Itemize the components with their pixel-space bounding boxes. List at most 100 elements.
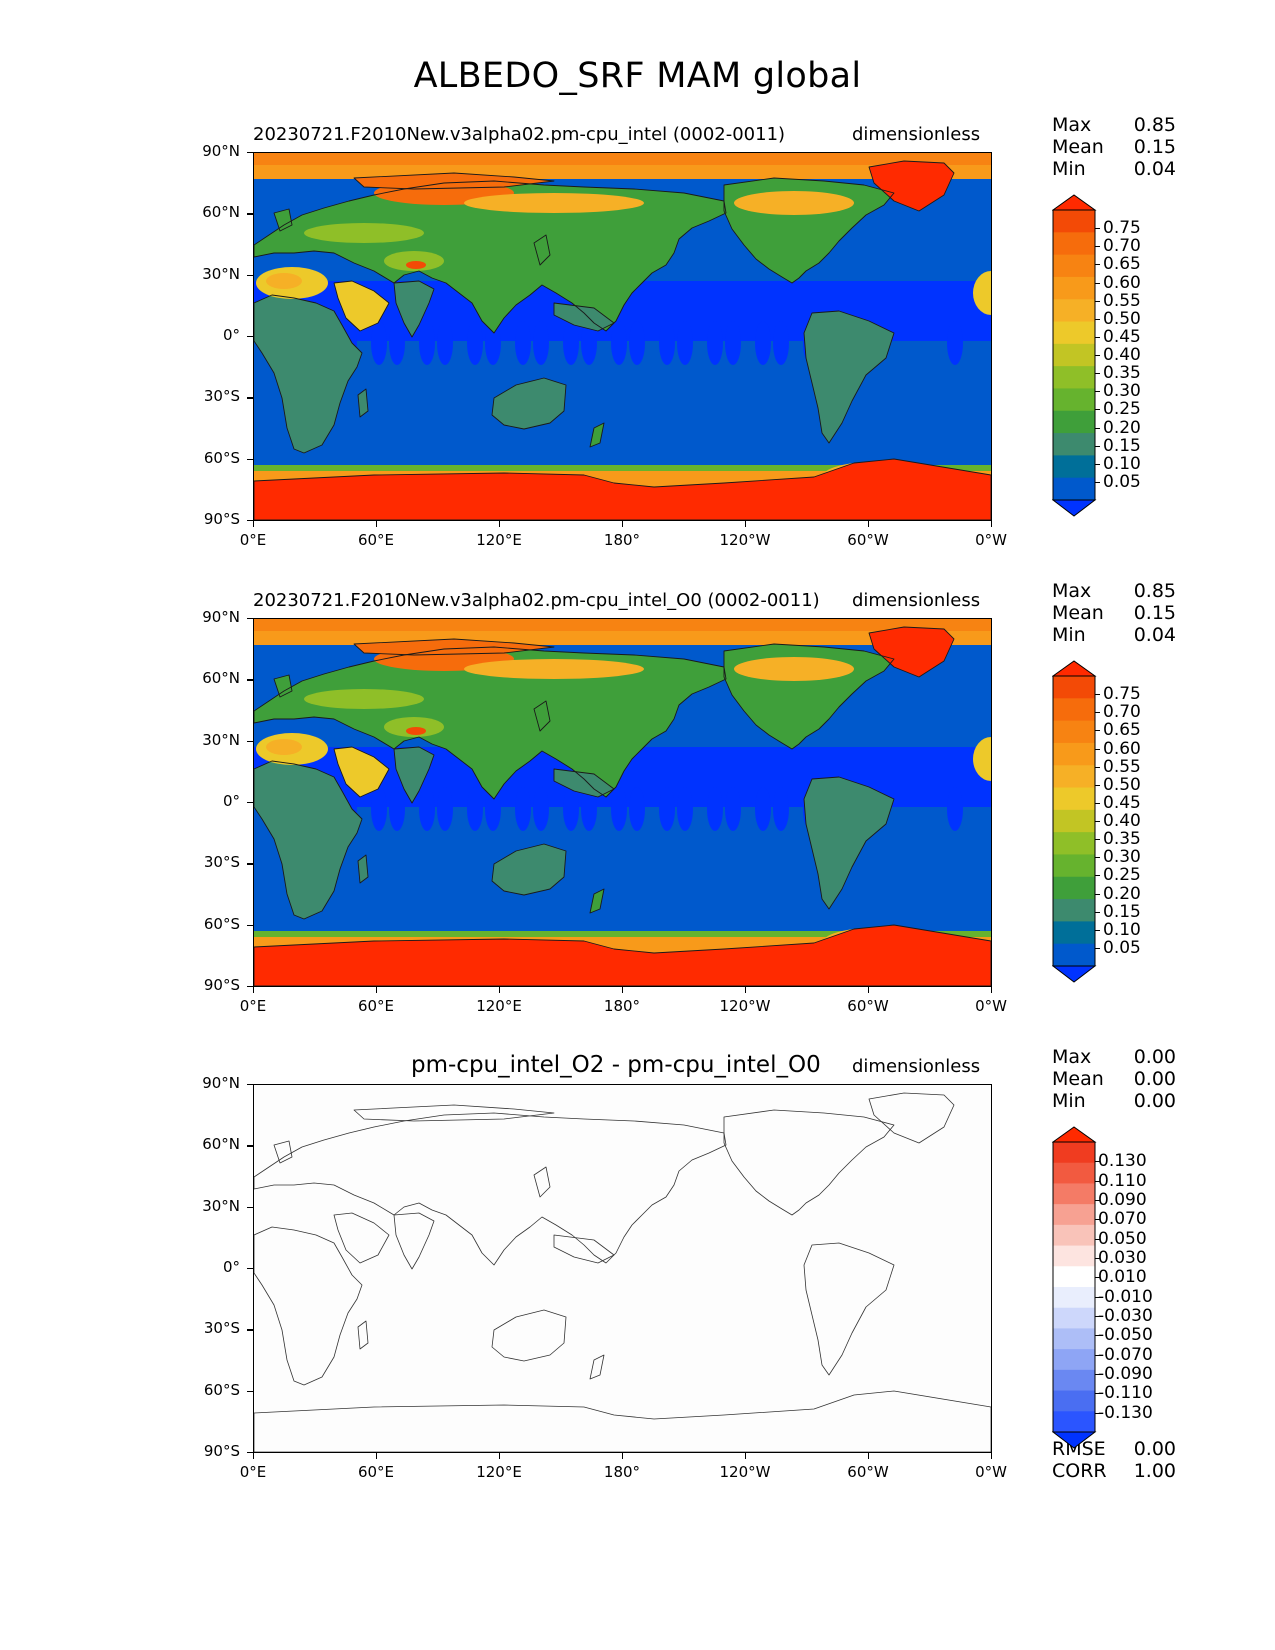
colorbar-bin xyxy=(1053,1204,1095,1226)
lon-label: 0°E xyxy=(239,997,267,1015)
stat-min-value: 0.04 xyxy=(1133,158,1176,180)
colorbar-tick xyxy=(1095,784,1100,786)
colorbar-tick xyxy=(1095,427,1100,429)
colorbar-label: -0.130 xyxy=(1098,1402,1153,1423)
lon-label: 120°E xyxy=(476,1463,522,1481)
lat-label: 30°N xyxy=(202,264,240,283)
colorbar-bin xyxy=(1053,388,1095,412)
map xyxy=(253,618,992,987)
lat-label: 30°S xyxy=(203,387,240,406)
colorbar-label: 0.60 xyxy=(1103,738,1141,759)
zero-difference-fill xyxy=(254,1085,991,1452)
lon-tick xyxy=(868,1453,870,1459)
lon-label: 60°W xyxy=(847,531,889,549)
coastline-india xyxy=(393,746,435,804)
colorbar-bin xyxy=(1053,698,1095,722)
lat-tick xyxy=(247,802,253,804)
colorbar-tick xyxy=(1095,1200,1100,1201)
colorbar xyxy=(1051,660,1106,988)
lon-tick xyxy=(253,1453,255,1459)
lat-tick xyxy=(247,1145,253,1147)
coastline-namerica xyxy=(723,1109,895,1216)
panel-title: 20230721.F2010New.v3alpha02.pm-cpu_intel… xyxy=(253,124,786,145)
sahara-edge xyxy=(973,271,991,315)
figure-title: ALBEDO_SRF MAM global xyxy=(413,56,862,96)
lon-tick xyxy=(745,521,747,527)
colorbar-tick xyxy=(1095,282,1100,284)
colorbar-bin xyxy=(1053,765,1095,789)
colorbar-label: 0.090 xyxy=(1098,1190,1147,1210)
coastline-nz xyxy=(589,888,605,914)
colorbar-extend-min xyxy=(1051,965,1097,983)
colorbar-tick xyxy=(1095,373,1100,375)
lat-label: 60°S xyxy=(203,914,240,933)
stat-mean-label: Mean xyxy=(1052,136,1104,158)
lat-label: 0° xyxy=(222,326,240,344)
colorbar-tick xyxy=(1095,911,1100,913)
coastline-samerica xyxy=(803,776,895,910)
colorbar xyxy=(1051,1126,1106,1454)
colorbar-label: 0.65 xyxy=(1103,720,1141,741)
colorbar-label: 0.30 xyxy=(1103,847,1141,868)
colorbar-tick xyxy=(1095,1412,1100,1414)
colorbar-label: -0.090 xyxy=(1098,1364,1153,1384)
colorbar-label: 0.15 xyxy=(1103,901,1141,922)
colorbar-label: 0.30 xyxy=(1103,381,1141,402)
lat-tick xyxy=(247,1206,253,1208)
sahara-edge xyxy=(973,737,991,781)
coastline-madagascar xyxy=(357,1320,369,1350)
lat-label: 30°S xyxy=(203,1319,240,1338)
colorbar-bin xyxy=(1053,809,1095,833)
colorbar-tick xyxy=(1095,463,1100,465)
colorbar-tick xyxy=(1095,766,1100,768)
lat-tick xyxy=(247,458,253,460)
colorbar-extend-max xyxy=(1051,194,1097,211)
colorbar-tick xyxy=(1095,821,1100,822)
colorbar-tick xyxy=(1095,730,1100,732)
lat-label: 90°S xyxy=(203,510,240,528)
coastline-eurasia xyxy=(254,1112,727,1266)
stat-mean-value: 0.15 xyxy=(1133,602,1176,624)
coastline-uk xyxy=(273,208,293,232)
lat-label: 90°N xyxy=(202,608,240,626)
difference-field xyxy=(254,1085,991,1452)
coastline-nz xyxy=(589,1354,605,1380)
coastline-africa xyxy=(254,760,363,920)
coastline-antarctica xyxy=(254,924,991,986)
stat-mean-label: Mean xyxy=(1052,1068,1104,1090)
lon-tick xyxy=(499,987,501,993)
lat-tick xyxy=(247,863,253,865)
colorbar-label: 0.030 xyxy=(1098,1248,1147,1268)
coastline-africa xyxy=(254,1226,363,1386)
colorbar-label: 0.70 xyxy=(1103,702,1141,723)
coastline-arctic xyxy=(353,638,555,656)
lon-label: 0°W xyxy=(975,531,1007,549)
lon-label: 180° xyxy=(603,997,641,1015)
colorbar-tick xyxy=(1095,1393,1100,1395)
colorbar xyxy=(1051,194,1106,522)
colorbar-tick xyxy=(1095,694,1100,696)
coastline-greenland xyxy=(868,160,955,212)
lon-label: 0°W xyxy=(975,1463,1007,1481)
stat-max-value: 0.85 xyxy=(1133,580,1176,602)
colorbar-label: -0.030 xyxy=(1098,1306,1153,1326)
map xyxy=(253,1084,992,1453)
colorbar-label: 0.070 xyxy=(1098,1209,1147,1230)
lat-label: 90°S xyxy=(203,1442,240,1460)
colorbar-tick xyxy=(1095,1219,1100,1221)
coastline-eurasia xyxy=(254,646,727,800)
colorbar-bin xyxy=(1053,899,1095,922)
colorbar-label: 0.40 xyxy=(1103,345,1141,365)
colorbar-bin xyxy=(1053,366,1095,389)
colorbar-label: 0.25 xyxy=(1103,865,1141,886)
coastline-uk xyxy=(273,674,293,698)
colorbar-tick xyxy=(1095,264,1100,266)
stat-min-value: 0.00 xyxy=(1133,1090,1176,1112)
lat-label: 60°N xyxy=(202,1135,240,1154)
colorbar-tick xyxy=(1095,391,1100,393)
greenland-ice xyxy=(869,161,954,211)
albedo-field xyxy=(254,619,991,986)
colorbar-tick xyxy=(1095,893,1100,895)
coastline-seasia xyxy=(553,1234,615,1264)
coastline-japan xyxy=(533,700,551,732)
